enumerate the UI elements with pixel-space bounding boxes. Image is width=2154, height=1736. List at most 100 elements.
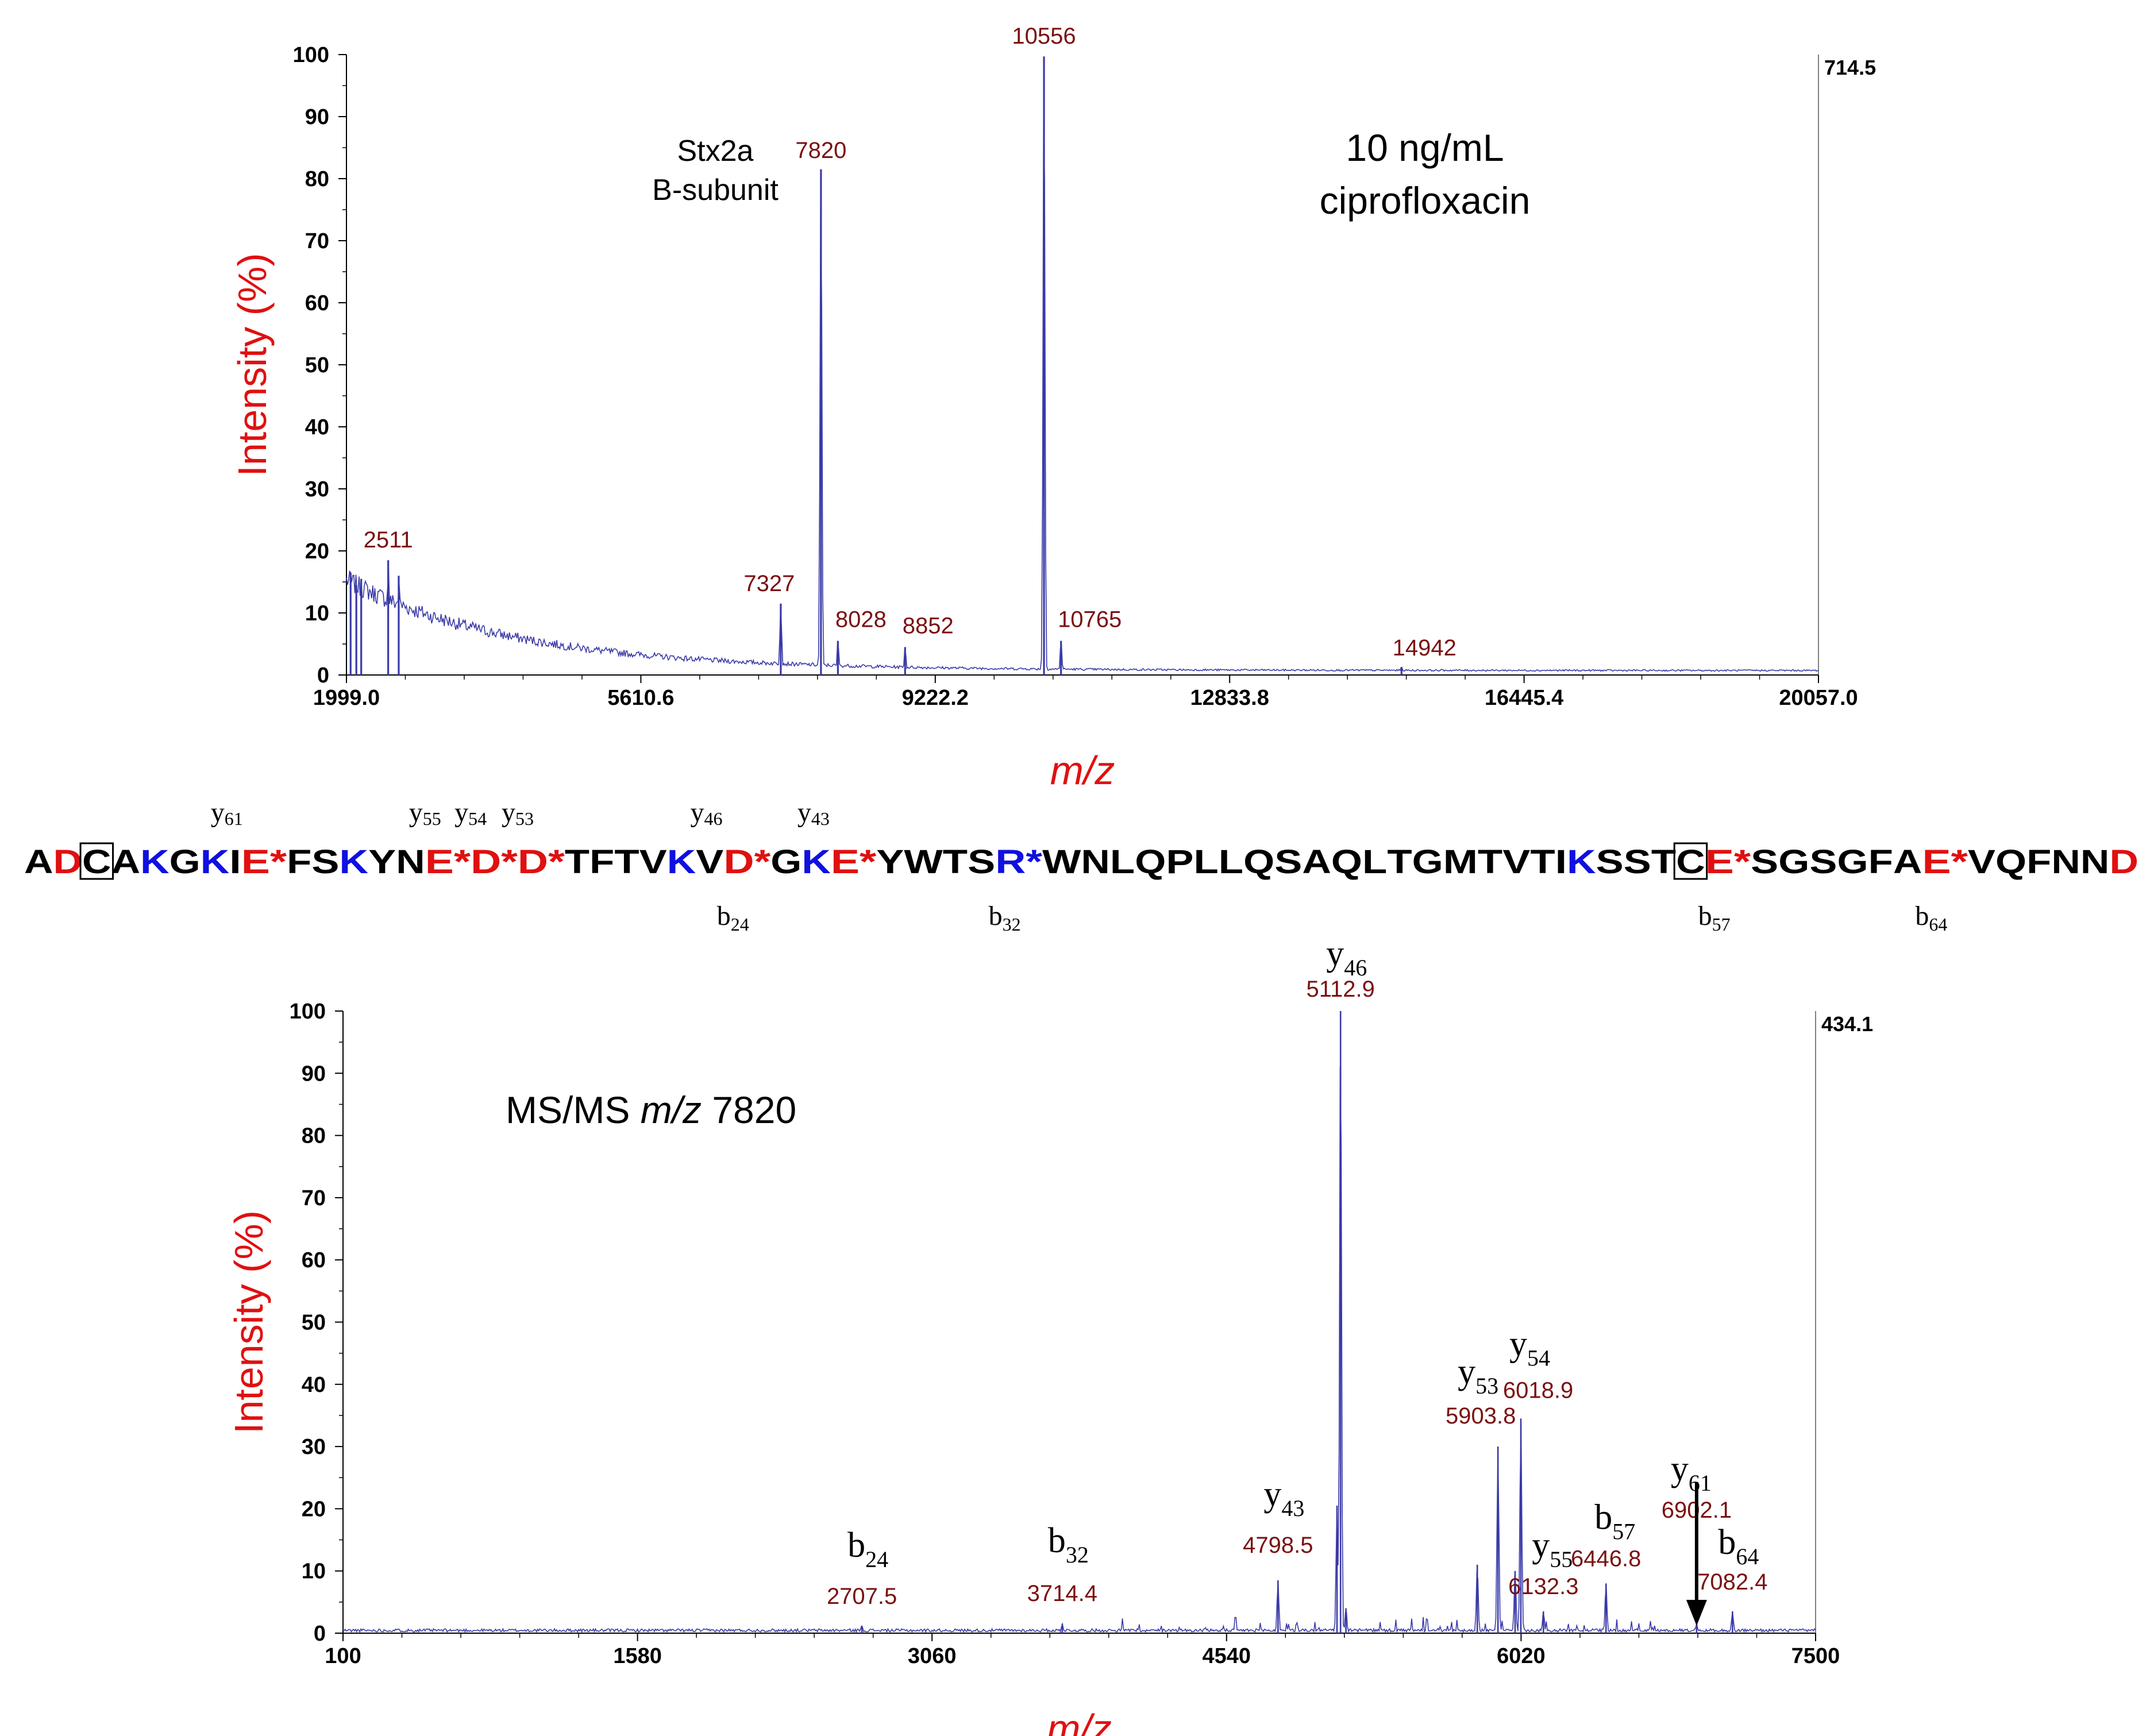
sequence-residue: N [1081, 843, 1110, 881]
ion-label: b24 [847, 1526, 888, 1572]
sequence-residue: C [82, 843, 111, 881]
sequence-residue: K [201, 843, 230, 881]
ion-number: 61 [1689, 1470, 1712, 1496]
sequence-residue: L [1219, 843, 1243, 881]
y-axis-label: Intensity (%) [226, 1210, 271, 1434]
x-tick-label: 100 [325, 1644, 361, 1668]
msms-spectrum-chart: 0 10 20 30 40 50 60 70 80 90 100 100 1580 3060 4540 602… [226, 934, 1873, 1736]
fragment-number: 64 [1929, 914, 1947, 935]
ion-number: 43 [1281, 1495, 1304, 1521]
sequence-residue: C [1676, 843, 1705, 881]
y-tick-label: 10 [302, 1560, 326, 1584]
peak-label: 10556 [1012, 24, 1076, 49]
fragment-ion: y [409, 797, 423, 828]
x-tick-label: 3060 [908, 1644, 957, 1668]
y-tick-label: 0 [314, 1622, 326, 1646]
peak-label: 4798.5 [1243, 1533, 1313, 1558]
sequence-residue: E* [1705, 843, 1751, 881]
peak-label: 3714.4 [1027, 1581, 1097, 1606]
ion-number: 32 [1066, 1542, 1089, 1568]
ion-label: b64 [1718, 1523, 1759, 1569]
sequence-residue: K [340, 843, 369, 881]
ion-number: 57 [1612, 1518, 1635, 1544]
y-tick-label: 0 [317, 663, 329, 688]
sequence-residue: N [2051, 843, 2080, 881]
sequence-residue: T [1387, 843, 1412, 881]
ion-number: 55 [1550, 1546, 1573, 1572]
sequence-residue: G [169, 843, 201, 881]
y-tick-label: 80 [302, 1124, 326, 1148]
sequence-residue: F [287, 843, 311, 881]
sequence-residue: Q [1243, 843, 1274, 881]
peak-label: 2707.5 [827, 1584, 897, 1609]
y-tick-label: 100 [290, 1000, 326, 1024]
fragment-label-bottom: b32 [989, 901, 1021, 935]
msms-title: MS/MS m/z 7820 [506, 1089, 796, 1131]
x-tick-label: 1580 [613, 1644, 662, 1668]
peak-label: 7820 [795, 138, 846, 163]
sequence-residue: D* [723, 843, 770, 881]
y-tick-label: 70 [302, 1186, 326, 1210]
x-tick-label: 20057.0 [1779, 686, 1858, 710]
x-tick-label: 5610.6 [607, 686, 674, 710]
peak-label: 8028 [835, 607, 887, 632]
fragment-number: 32 [1003, 914, 1021, 935]
y-tick-label: 50 [302, 1311, 326, 1335]
x-tick-label: 4540 [1203, 1644, 1251, 1668]
sequence-residue: P [1166, 843, 1193, 881]
sequence-residue: L [1193, 843, 1218, 881]
fragment-ion: y [690, 797, 704, 828]
sequence-residue: S [1809, 843, 1837, 881]
x-tick-label: 7500 [1791, 1644, 1840, 1668]
sequence-residue: K [802, 843, 831, 881]
fragment-label-top: y61 [211, 797, 243, 829]
sequence-residue: W [904, 843, 943, 881]
fragment-ion: b [717, 901, 731, 931]
ion-label: y53 [1458, 1352, 1498, 1399]
x-tick-label: 1999.0 [313, 686, 380, 710]
sequence-residue: A [1893, 843, 1922, 881]
ion-number: 54 [1527, 1345, 1550, 1371]
peak-label: 10765 [1058, 607, 1122, 632]
ion-letter: y [1326, 934, 1344, 973]
sequence-residue: T [565, 843, 589, 881]
x-tick-label: 16445.4 [1485, 686, 1563, 710]
fragment-label-bottom: b64 [1915, 901, 1947, 935]
peak-label: 6018.9 [1503, 1378, 1573, 1403]
protein-annotation: B-subunit [652, 173, 779, 207]
y-tick-label: 80 [305, 167, 329, 191]
y-axis-label: Intensity (%) [230, 253, 275, 477]
top-spectrum-chart: 0 10 20 30 40 50 60 70 80 90 100 1999.0 5610.6 9222.2… [230, 24, 1876, 793]
ion-number: 46 [1344, 955, 1367, 981]
treatment-annotation: ciprofloxacin [1320, 179, 1531, 222]
fragment-ion: y [211, 797, 225, 828]
ion-letter: y [1263, 1475, 1281, 1514]
sequence-residue: S [1751, 843, 1778, 881]
ion-letter: y [1458, 1352, 1475, 1391]
ion-label: y54 [1509, 1324, 1550, 1371]
sequence-residue: I [229, 843, 241, 881]
sequence-residue: R* [995, 843, 1042, 881]
fragment-ion: b [1698, 901, 1712, 931]
arrow-head [1686, 1600, 1707, 1626]
sequence-residue: G [1778, 843, 1809, 881]
sequence-residue: Q [1331, 843, 1362, 881]
fragment-ion: y [502, 797, 515, 828]
ion-letter: b [1048, 1521, 1066, 1560]
peak-label: 2511 [364, 527, 413, 553]
sequence-residue: T [1478, 843, 1502, 881]
sequence-residue: D [53, 843, 82, 881]
ion-number: 24 [865, 1546, 888, 1572]
ion-letter: b [1594, 1498, 1612, 1537]
sequence-residue: F [589, 843, 614, 881]
sequence-residue: D [2109, 843, 2138, 881]
y-tick-label: 40 [305, 415, 329, 439]
fragment-label-bottom: b57 [1698, 901, 1731, 935]
sequence-panel: A D C A K G K I E* F S K Y N E* D* D* T F T V K V D* G K E* Y W T S R* W… [24, 797, 2138, 935]
sequence-residue: F [2026, 843, 2051, 881]
y-tick-label: 30 [305, 477, 329, 501]
sequence-residue: S [1596, 843, 1624, 881]
peak-label: 8852 [903, 613, 954, 638]
y-tick-label: 100 [293, 43, 329, 67]
